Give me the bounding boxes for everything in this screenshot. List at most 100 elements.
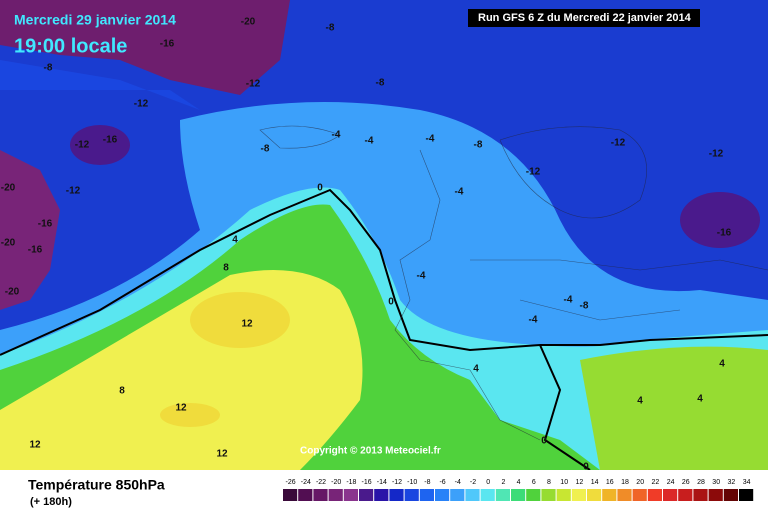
- scale-swatch: [495, 489, 510, 501]
- scale-swatch: [480, 489, 495, 501]
- scale-swatch: [313, 489, 328, 501]
- scale-label: -24: [301, 479, 311, 486]
- scale-swatch: [328, 489, 343, 501]
- contour-label: -8: [474, 140, 483, 151]
- zero-isotherm: [0, 188, 768, 356]
- contour-label: -16: [28, 245, 43, 256]
- contour-label: -20: [5, 287, 20, 298]
- cold-region: [680, 192, 760, 248]
- scale-swatch: [541, 489, 556, 501]
- contour-label: -16: [103, 135, 118, 146]
- scale-label: -12: [392, 479, 402, 486]
- scale-swatch: [556, 489, 571, 501]
- scale-label: -6: [439, 479, 445, 486]
- contour-label: -8: [580, 301, 589, 312]
- scale-swatch: [283, 489, 298, 501]
- scale-label: 30: [712, 479, 720, 486]
- scale-swatch: [693, 489, 708, 501]
- run-box: [468, 9, 700, 27]
- scale-swatch: [587, 489, 602, 501]
- scale-label: 28: [697, 479, 705, 486]
- copyright: Copyright © 2013 Meteociel.fr: [300, 446, 441, 457]
- warm-region: [160, 403, 220, 427]
- scale-label: -8: [424, 479, 430, 486]
- lead-time: (+ 180h): [30, 496, 72, 508]
- scale-swatch: [298, 489, 313, 501]
- scale-label: -26: [286, 479, 296, 486]
- warm-region: [580, 346, 768, 470]
- scale-label: 2: [501, 479, 505, 486]
- cold-region: [0, 150, 60, 310]
- scale-swatch: [511, 489, 526, 501]
- scale-swatch: [602, 489, 617, 501]
- contour-label: -12: [75, 140, 90, 151]
- scale-label: -4: [455, 479, 461, 486]
- scale-label: 16: [606, 479, 614, 486]
- scale-label: 26: [682, 479, 690, 486]
- scale-label: 10: [560, 479, 568, 486]
- scale-label: 20: [636, 479, 644, 486]
- scale-swatch: [571, 489, 586, 501]
- contour-label: -16: [717, 228, 732, 239]
- cold-region: [0, 0, 290, 95]
- contour-label: -12: [611, 138, 626, 149]
- contour-label: 12: [216, 449, 228, 460]
- scale-swatch: [678, 489, 693, 501]
- contour-label: 4: [697, 394, 703, 405]
- contour-label: -4: [417, 271, 426, 282]
- contour-label: -4: [365, 136, 374, 147]
- contour-label: 8: [223, 263, 229, 274]
- contour-label: -12: [66, 186, 81, 197]
- zero-isotherm: [539, 344, 591, 471]
- scale-swatch: [450, 489, 465, 501]
- contour-label: -4: [332, 130, 341, 141]
- scale-label: -16: [362, 479, 372, 486]
- scale-label: -14: [377, 479, 387, 486]
- contour-label: -20: [241, 17, 256, 28]
- scale-label: 0: [486, 479, 490, 486]
- contour-label: 8: [119, 386, 125, 397]
- contour-label: 0: [388, 297, 394, 308]
- contour-label: 0: [317, 183, 323, 194]
- warm-region: [190, 292, 290, 348]
- scale-label: 12: [576, 479, 584, 486]
- scale-label: 24: [667, 479, 675, 486]
- contour-label: 0: [583, 462, 589, 473]
- mid-region: [0, 60, 200, 110]
- contour-label: -12: [246, 79, 261, 90]
- cold-region: [70, 125, 130, 165]
- contour-label: -4: [455, 187, 464, 198]
- scale-swatch: [359, 489, 374, 501]
- contour-label: -16: [160, 39, 175, 50]
- contour-label: -12: [709, 149, 724, 160]
- scale-label: 4: [517, 479, 521, 486]
- scale-swatch: [526, 489, 541, 501]
- scale-swatch: [663, 489, 678, 501]
- scale-swatch: [617, 489, 632, 501]
- scale-swatch: [632, 489, 647, 501]
- contour-label: -8: [44, 63, 53, 74]
- scale-swatch: [374, 489, 389, 501]
- contour-label: -12: [134, 99, 149, 110]
- contour-label: -8: [326, 23, 335, 34]
- contour-label: -20: [1, 238, 16, 249]
- scale-label: 6: [532, 479, 536, 486]
- scale-label: -18: [346, 479, 356, 486]
- contour-label: -20: [1, 183, 16, 194]
- forecast-date: Mercredi 29 janvier 2014: [14, 12, 176, 28]
- scale-swatch: [708, 489, 723, 501]
- scale-label: 34: [743, 479, 751, 486]
- scale-swatch: [419, 489, 434, 501]
- contour-label: 0: [541, 436, 547, 447]
- scale-swatch: [435, 489, 450, 501]
- contour-label: 4: [719, 359, 725, 370]
- scale-label: 22: [652, 479, 660, 486]
- scale-swatch: [723, 489, 738, 501]
- scale-label: -10: [407, 479, 417, 486]
- scale-label: -22: [316, 479, 326, 486]
- scale-label: 32: [728, 479, 736, 486]
- scale-label: 8: [547, 479, 551, 486]
- contour-label: 4: [473, 364, 479, 375]
- contour-label: -12: [526, 167, 541, 178]
